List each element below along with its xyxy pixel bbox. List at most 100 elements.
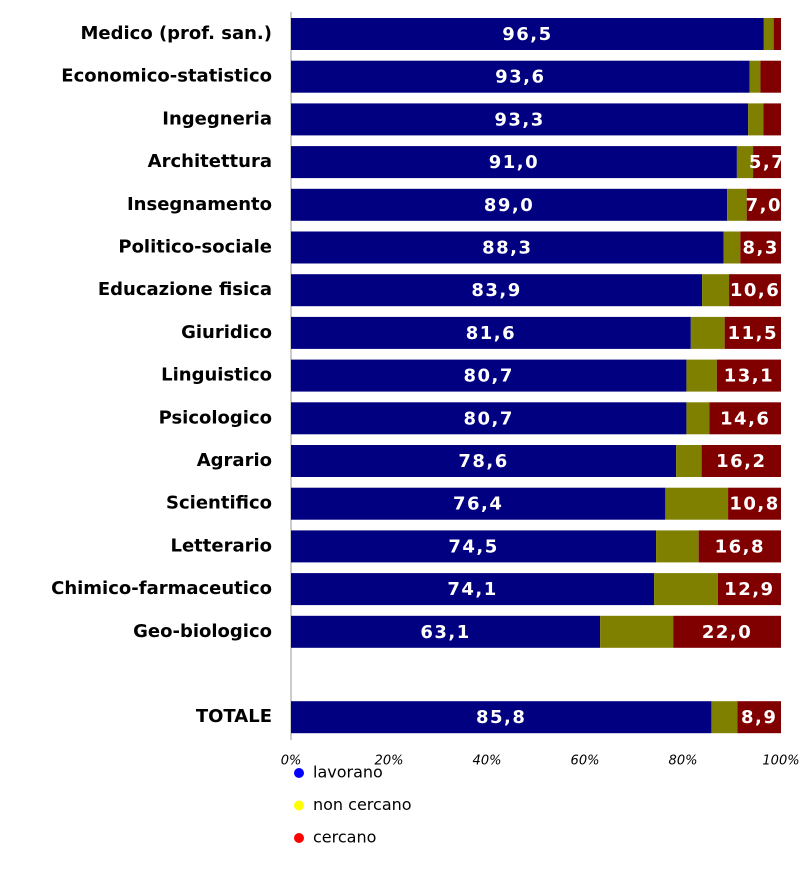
value-label: 74,5 (448, 536, 498, 557)
value-label: 16,2 (716, 451, 766, 472)
bar-segment (709, 402, 781, 435)
bar-segment (291, 402, 687, 435)
value-label: 91,0 (489, 152, 539, 173)
category-label: Insegnamento (127, 194, 272, 215)
category-label: Giuridico (181, 322, 272, 343)
bar-segment (600, 615, 674, 648)
bar-segment (291, 487, 666, 520)
value-label: 13,1 (724, 366, 774, 387)
bar-segment (727, 188, 747, 221)
value-label: 14,6 (720, 408, 770, 429)
value-label: 78,6 (458, 451, 508, 472)
bar-segment (736, 146, 754, 179)
bar-segment (698, 530, 781, 563)
category-label: Architettura (148, 151, 272, 172)
bar-segment (291, 573, 655, 606)
value-label: 83,9 (471, 280, 521, 301)
bar-segment (673, 615, 781, 648)
bar-segment (702, 274, 730, 307)
legend-label: non cercano (313, 795, 412, 814)
bar-segment (753, 146, 781, 179)
bar-segment (291, 701, 712, 734)
value-label: 22,0 (702, 622, 752, 643)
bar-segment (711, 701, 738, 734)
category-label: Ingegneria (162, 108, 272, 129)
category-label: Letterario (170, 535, 272, 556)
bar-segment (763, 103, 781, 136)
bar-segment (291, 146, 737, 179)
bar-segment (291, 359, 687, 392)
value-label: 10,8 (729, 494, 779, 515)
x-tick-label: 60% (571, 754, 600, 769)
bar-segment (748, 103, 764, 136)
value-label: 8,3 (742, 238, 778, 259)
value-label: 10,6 (730, 280, 780, 301)
bar-segment (740, 231, 781, 264)
bar-segment (291, 530, 657, 563)
legend-marker (294, 833, 304, 843)
bar-segment (656, 530, 699, 563)
value-label: 80,7 (464, 366, 514, 387)
category-label: Scientifico (166, 493, 272, 514)
value-label: 63,1 (420, 622, 470, 643)
bar-segment (291, 231, 724, 264)
bar-segment (773, 18, 781, 50)
bar-segment (729, 274, 781, 307)
bar-segment (686, 402, 710, 435)
bar-segment (723, 231, 741, 264)
bar-segment (716, 359, 781, 392)
value-label: 96,5 (502, 24, 552, 45)
value-label: 11,5 (728, 323, 778, 344)
bar-segment (717, 573, 781, 606)
category-label: Politico-sociale (118, 237, 272, 258)
category-label: Chimico-farmaceutico (51, 578, 272, 599)
value-label: 76,4 (453, 494, 503, 515)
legend-marker (294, 768, 304, 778)
x-tick-label: 20% (375, 754, 404, 769)
value-label: 89,0 (484, 195, 534, 216)
value-label: 74,1 (447, 579, 497, 600)
bar-segment (291, 188, 728, 221)
value-label: 12,9 (724, 579, 774, 600)
bar-segment (665, 487, 729, 520)
category-label: Linguistico (161, 365, 272, 386)
bar-segment (291, 18, 764, 50)
x-tick-label: 40% (473, 754, 502, 769)
legend-label: cercano (313, 828, 376, 847)
value-label: 88,3 (482, 238, 532, 259)
category-label: Psicologico (159, 407, 272, 428)
value-label: 5,7 (749, 152, 785, 173)
bar-segment (686, 359, 717, 392)
category-label: Agrario (197, 450, 272, 471)
x-tick-label: 80% (669, 754, 698, 769)
x-tick-label: 100% (762, 754, 799, 769)
bar-segment (291, 103, 749, 136)
bar-segment (760, 60, 781, 93)
bar-segment (749, 60, 761, 93)
bar-segment (291, 274, 703, 307)
value-label: 93,6 (495, 67, 545, 88)
value-label: 16,8 (715, 536, 765, 557)
legend-label: lavorano (313, 763, 383, 782)
bar-segment (654, 573, 718, 606)
value-label: 93,3 (494, 109, 544, 130)
bar-segment (291, 60, 750, 93)
bar-segment (737, 701, 781, 734)
bar-segment (763, 18, 774, 50)
category-label: Geo-biologico (133, 621, 272, 642)
bar-segment (724, 316, 781, 349)
x-tick-label: 0% (281, 754, 302, 769)
bar-segment (291, 445, 677, 477)
category-label: Educazione fisica (98, 279, 272, 300)
category-label: Economico-statistico (61, 66, 272, 87)
value-label: 85,8 (476, 707, 526, 728)
bar-segment (728, 487, 781, 520)
bar-segment (690, 316, 725, 349)
category-label: TOTALE (196, 706, 272, 727)
value-label: 8,9 (741, 707, 777, 728)
category-label: Medico (prof. san.) (80, 23, 272, 44)
bar-segment (291, 615, 601, 648)
value-label: 81,6 (466, 323, 516, 344)
bar-segment (746, 188, 781, 221)
